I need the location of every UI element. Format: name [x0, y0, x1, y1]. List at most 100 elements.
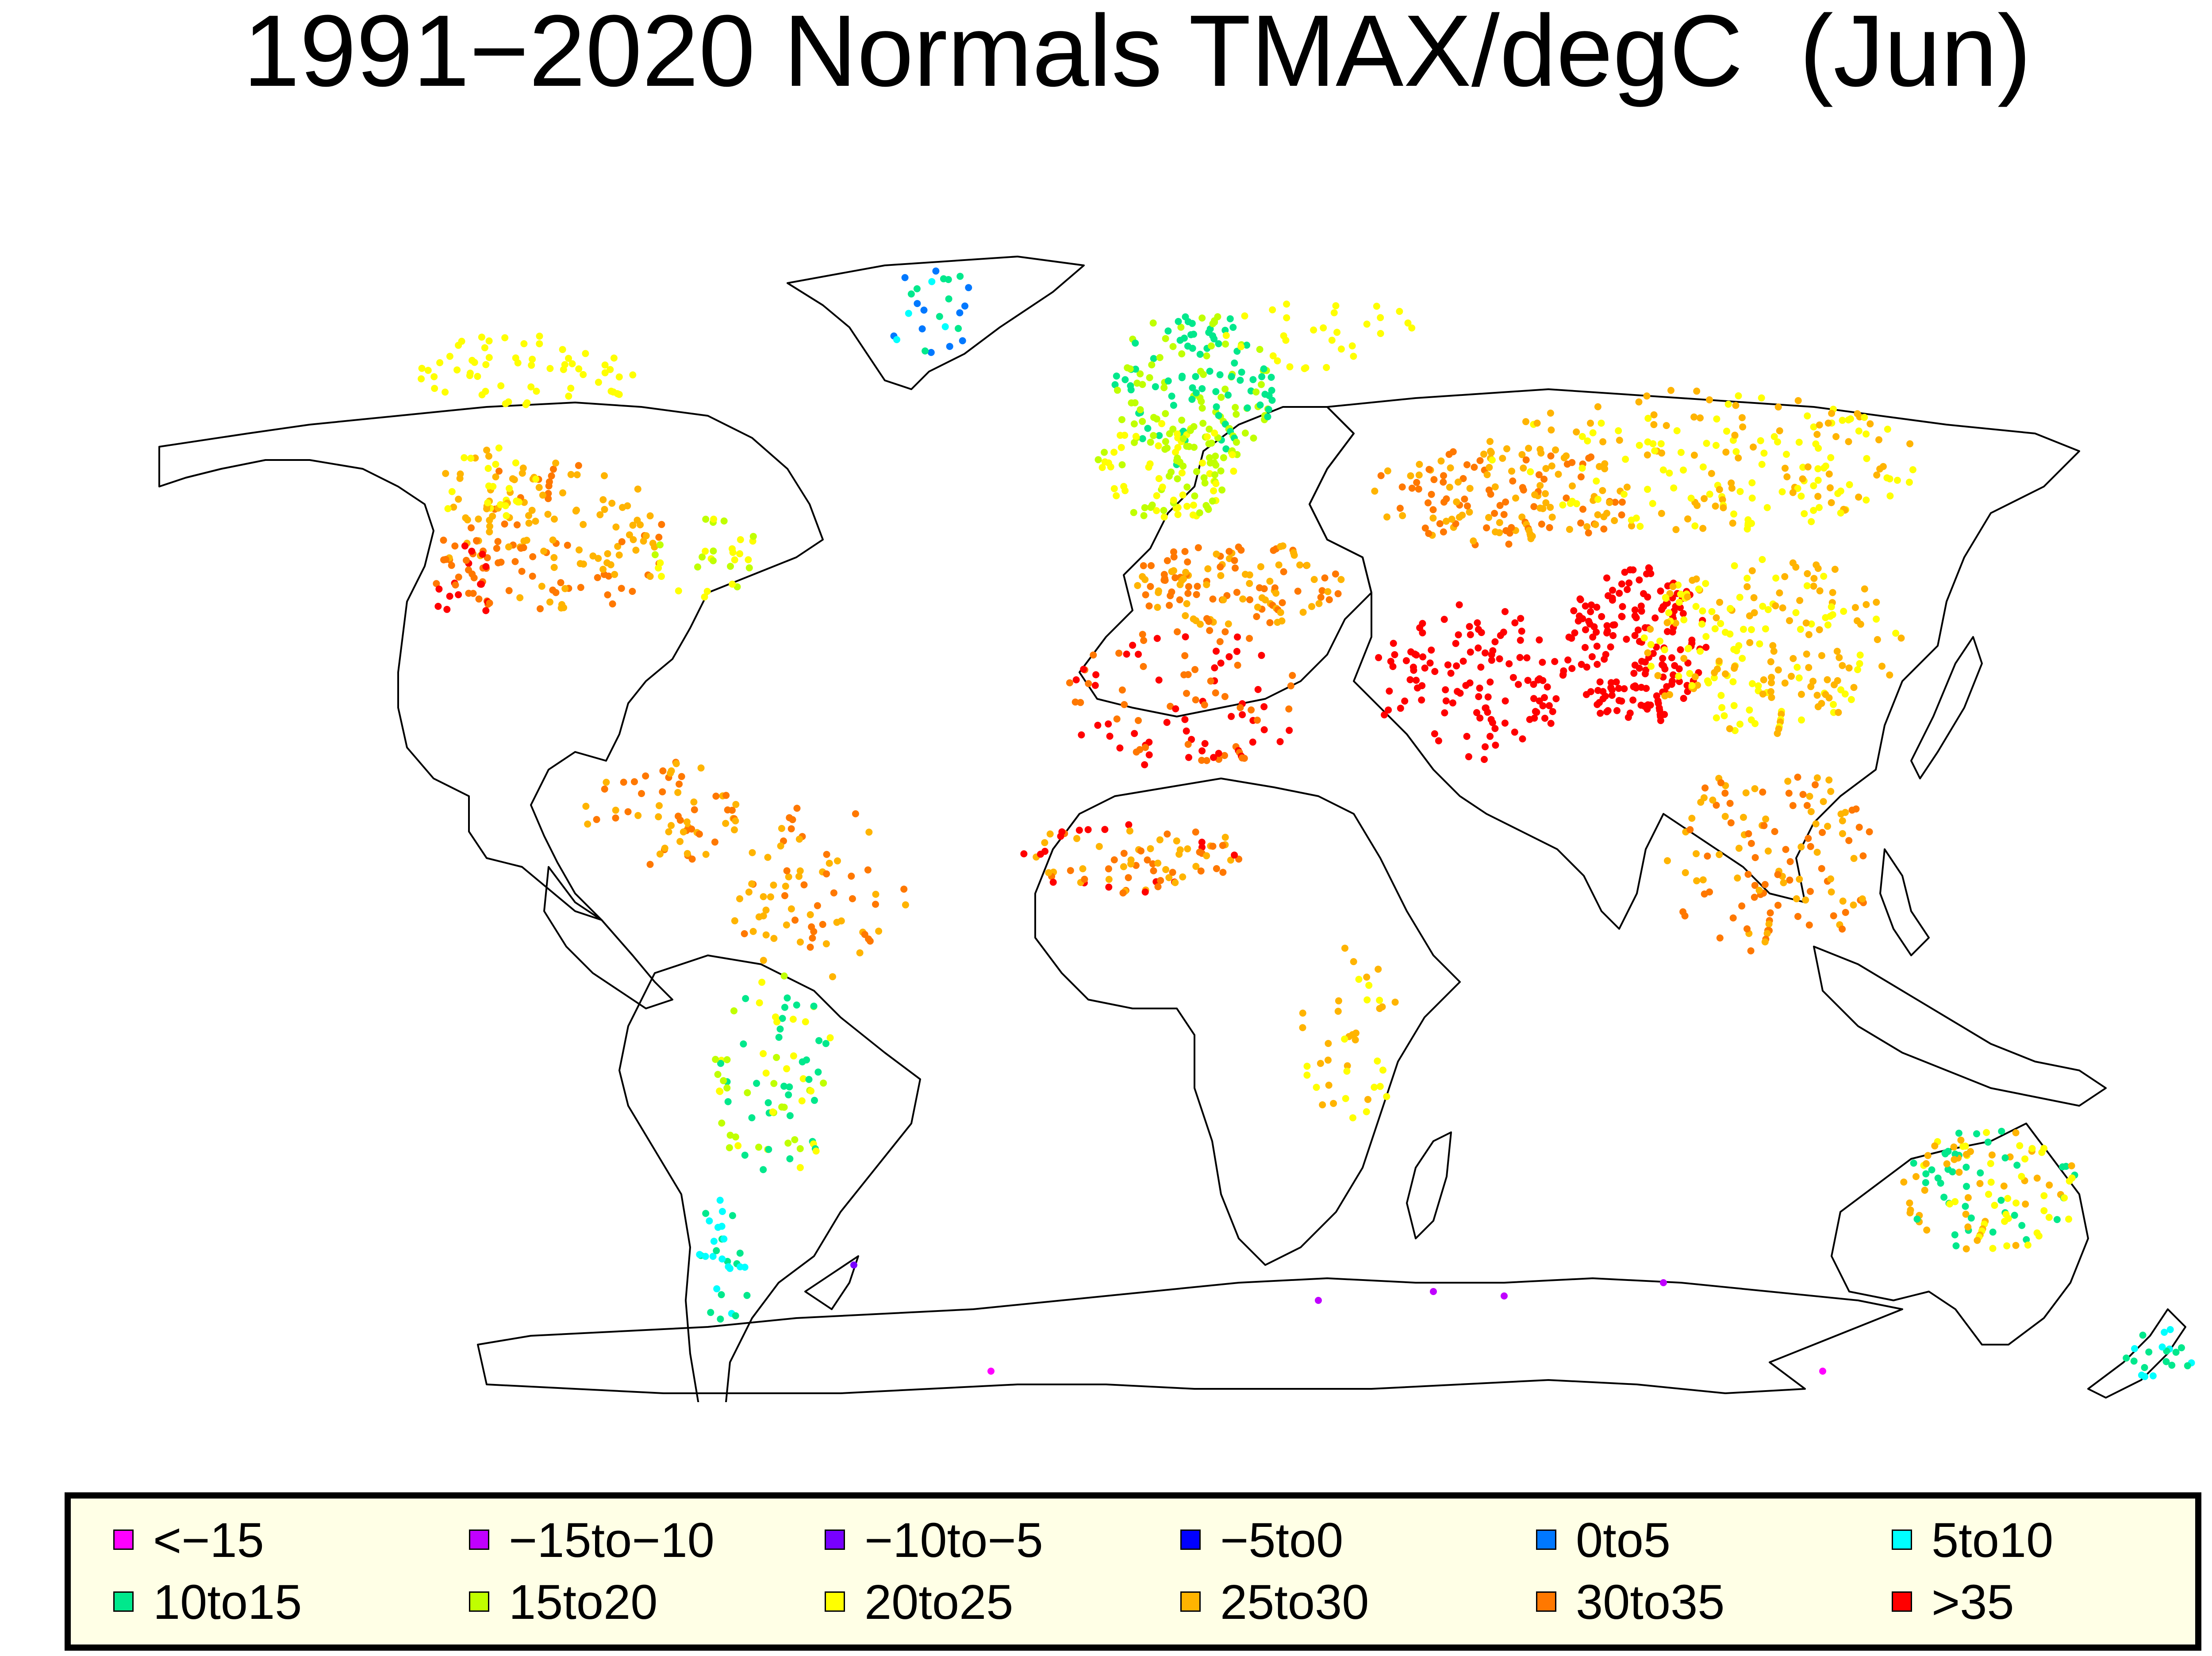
- station-marker: [483, 505, 491, 513]
- station-marker: [1722, 670, 1729, 678]
- station-marker: [823, 851, 830, 858]
- station-marker: [1502, 527, 1510, 534]
- station-marker: [709, 1253, 717, 1260]
- station-marker: [1181, 716, 1189, 723]
- station-marker: [1341, 944, 1348, 952]
- station-marker: [1924, 1152, 1932, 1159]
- station-marker: [1824, 419, 1832, 427]
- station-marker: [1690, 413, 1698, 421]
- station-marker: [1771, 828, 1778, 835]
- station-marker: [1740, 625, 1747, 633]
- station-marker: [501, 520, 508, 528]
- station-marker: [1693, 850, 1700, 858]
- station-marker: [1397, 705, 1404, 712]
- station-marker: [690, 798, 698, 806]
- station-marker: [1727, 605, 1734, 612]
- station-marker: [1128, 399, 1135, 406]
- station-marker: [1078, 731, 1085, 739]
- station-marker: [463, 556, 470, 564]
- station-marker: [1782, 846, 1790, 853]
- station-marker: [1721, 629, 1729, 636]
- station-marker: [2166, 1326, 2174, 1333]
- station-marker: [473, 537, 480, 544]
- station-marker: [1444, 661, 1452, 669]
- station-marker: [762, 931, 770, 939]
- station-marker: [902, 901, 909, 908]
- station-marker: [1381, 711, 1388, 719]
- station-marker: [1198, 839, 1206, 846]
- station-marker: [446, 593, 453, 600]
- map-title: 1991−2020 Normals TMAX/degC (Jun): [243, 0, 2032, 107]
- station-marker: [1573, 428, 1580, 436]
- station-marker: [1732, 402, 1740, 409]
- station-marker: [1609, 596, 1616, 604]
- station-marker: [2131, 1345, 2138, 1353]
- station-marker: [1536, 482, 1544, 489]
- station-marker: [786, 1155, 794, 1162]
- station-marker: [1502, 498, 1509, 506]
- station-marker: [506, 485, 513, 492]
- station-marker: [1269, 306, 1276, 314]
- station-marker: [1693, 387, 1701, 395]
- station-marker: [1213, 550, 1220, 558]
- station-marker: [1699, 525, 1707, 532]
- station-marker: [495, 444, 503, 452]
- legend-swatch: [1180, 1591, 1201, 1612]
- station-marker: [1855, 427, 1863, 435]
- station-marker: [1713, 614, 1720, 621]
- station-marker: [1957, 1136, 1965, 1144]
- station-marker: [1807, 888, 1814, 895]
- station-marker: [1720, 504, 1727, 511]
- station-marker: [1563, 452, 1570, 460]
- station-marker: [1794, 485, 1801, 492]
- station-marker: [1228, 713, 1235, 720]
- station-marker: [1456, 690, 1464, 697]
- station-marker: [646, 861, 654, 868]
- station-marker: [1168, 568, 1175, 575]
- station-marker: [850, 1261, 857, 1269]
- station-marker: [1491, 725, 1499, 732]
- coastlines: [158, 256, 2186, 1402]
- station-marker: [1448, 515, 1455, 523]
- station-marker: [418, 375, 425, 383]
- station-marker: [1219, 869, 1227, 876]
- station-marker: [1191, 666, 1199, 673]
- station-marker: [1463, 461, 1471, 468]
- station-marker: [755, 1143, 762, 1151]
- station-marker: [1615, 697, 1623, 704]
- station-marker: [1256, 346, 1263, 353]
- station-marker: [1140, 663, 1147, 670]
- station-marker: [1049, 878, 1057, 886]
- legend-item: −5to0: [1180, 1516, 1525, 1565]
- station-marker: [1699, 876, 1707, 884]
- station-marker: [907, 290, 915, 298]
- station-marker: [834, 857, 841, 865]
- station-marker: [1205, 618, 1213, 625]
- station-marker: [634, 485, 641, 493]
- station-marker: [1549, 708, 1556, 715]
- station-marker: [1718, 704, 1726, 711]
- station-marker: [1217, 563, 1224, 571]
- station-marker: [1118, 444, 1125, 451]
- station-marker: [1810, 507, 1817, 514]
- station-marker: [1801, 510, 1808, 518]
- station-marker: [807, 1087, 815, 1095]
- station-marker: [1442, 697, 1450, 705]
- station-marker: [1746, 612, 1753, 620]
- station-marker: [1391, 998, 1399, 1006]
- station-marker: [748, 880, 756, 888]
- station-marker: [1650, 411, 1658, 418]
- station-marker: [1594, 661, 1601, 668]
- station-marker: [1855, 493, 1863, 501]
- station-marker: [1531, 491, 1539, 498]
- station-marker: [1886, 475, 1893, 483]
- station-marker: [1219, 842, 1226, 849]
- station-marker: [1196, 394, 1204, 402]
- station-marker: [1193, 468, 1200, 475]
- station-marker: [1542, 490, 1549, 498]
- station-marker: [2168, 1361, 2176, 1369]
- station-marker: [1571, 629, 1578, 636]
- station-marker: [1855, 824, 1863, 831]
- station-marker: [1601, 465, 1609, 472]
- station-marker: [1184, 590, 1192, 597]
